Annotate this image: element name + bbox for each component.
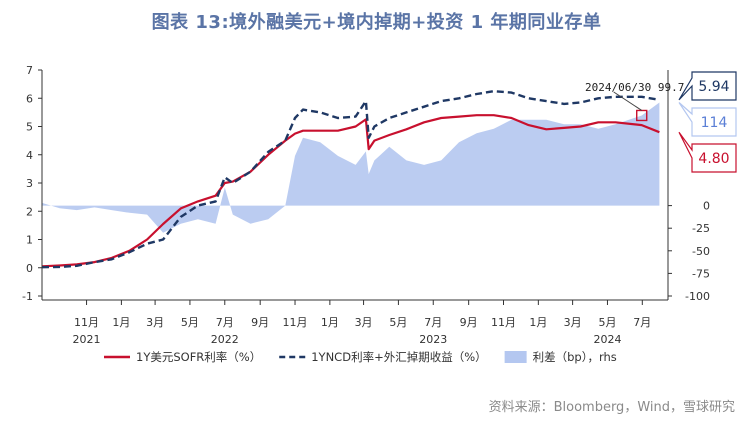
right-axis-tick-label: -25 (692, 222, 710, 235)
left-axis-tick-label: 0 (26, 262, 33, 275)
left-axis-tick-label: 3 (26, 177, 33, 190)
source-note: 资料来源：Bloomberg，Wind，雪球研究 (488, 400, 735, 415)
left-axis-tick-label: 7 (26, 64, 33, 77)
legend-swatch-spread (504, 351, 527, 363)
legend-label: 利差（bp），rhs (533, 350, 617, 364)
x-axis-tick-label: 9月 (460, 316, 478, 329)
left-axis-tick-label: 4 (26, 149, 33, 162)
x-axis-tick-label: 1月 (112, 316, 130, 329)
x-axis-tick-label: 3月 (355, 316, 373, 329)
right-axis-tick-label: -75 (692, 267, 710, 280)
left-axis-tick-label: -1 (22, 290, 33, 303)
chart-title: 图表 13:境外融美元+境内掉期+投资 1 年期同业存单 (151, 12, 602, 33)
left-axis-tick-label: 6 (26, 92, 33, 105)
x-axis-year-label: 2021 (73, 333, 101, 346)
x-axis-year-label: 2024 (593, 333, 621, 346)
x-axis-tick-label: 7月 (633, 316, 651, 329)
spread-area-series (42, 102, 660, 233)
x-axis-tick-label: 1月 (321, 316, 339, 329)
right-axis-tick-label: 0 (703, 200, 710, 213)
x-axis-tick-label: 5月 (598, 316, 616, 329)
x-axis-tick-label: 3月 (564, 316, 582, 329)
legend-label: 1YNCD利率+外汇掉期收益（%） (311, 350, 486, 364)
left-axis-tick-label: 2 (26, 205, 33, 218)
x-axis-tick-label: 11月 (283, 316, 308, 329)
x-axis-tick-label: 1月 (529, 316, 547, 329)
value-callout-label: 4.80 (698, 151, 729, 167)
x-axis-tick-label: 7月 (216, 316, 234, 329)
ncd-swap-yield-line (41, 90, 660, 269)
x-axis-tick-label: 11月 (491, 316, 516, 329)
x-axis-tick-label: 11月 (74, 316, 99, 329)
left-axis-tick-label: 1 (26, 234, 33, 247)
annotation-label: 2024/06/30 99.7 (585, 81, 684, 94)
legend-label: 1Y美元SOFR利率（%） (136, 350, 261, 364)
value-callout-box (678, 131, 737, 173)
value-callout-box (678, 71, 737, 101)
left-axis-tick-label: 5 (26, 121, 33, 134)
right-axis-tick-label: -50 (692, 245, 710, 258)
value-callout-label: 5.94 (698, 79, 729, 95)
value-callout-label: 114 (701, 115, 728, 131)
x-axis-year-label: 2023 (419, 333, 447, 346)
x-axis-tick-label: 9月 (251, 316, 269, 329)
x-axis-year-label: 2022 (211, 333, 239, 346)
x-axis-tick-label: 5月 (181, 316, 199, 329)
value-callout-box (678, 102, 737, 137)
sofr-rate-line (41, 114, 660, 268)
x-axis-tick-label: 3月 (146, 316, 164, 329)
right-axis-tick-label: -100 (685, 290, 710, 303)
x-axis-tick-label: 5月 (389, 316, 407, 329)
x-axis-tick-label: 7月 (424, 316, 442, 329)
annotation-leader-line (613, 91, 643, 111)
